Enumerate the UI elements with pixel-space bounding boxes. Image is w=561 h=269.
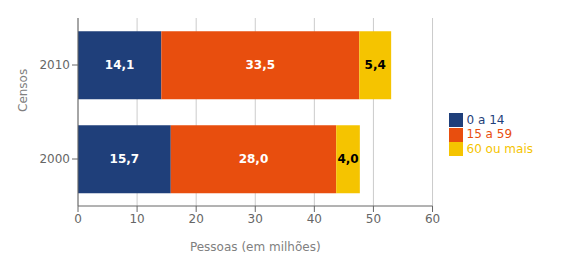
svg-text:30: 30	[248, 212, 263, 226]
html-text:60 ou mais: 60 ou mais	[466, 141, 533, 156]
html-text:0 a 14: 0 a 14	[466, 112, 505, 127]
svg-text:50: 50	[366, 212, 381, 226]
svg-text:Pessoas (em milhões): Pessoas (em milhões)	[190, 240, 321, 254]
svg-text:Censos: Censos	[16, 69, 30, 112]
svg-text:15,7: 15,7	[110, 152, 140, 166]
svg-text:33,5: 33,5	[245, 58, 275, 72]
svg-text:40: 40	[307, 212, 322, 226]
svg-text:4,0: 4,0	[337, 152, 358, 166]
svg-text:14,1: 14,1	[105, 58, 135, 72]
html-text:15 a 59: 15 a 59	[466, 127, 512, 142]
svg-text:2000: 2000	[39, 152, 70, 166]
svg-text:60: 60	[425, 212, 440, 226]
svg-text:10: 10	[129, 212, 144, 226]
svg-text:2010: 2010	[39, 58, 70, 72]
svg-text:5,4: 5,4	[365, 58, 386, 72]
svg-text:20: 20	[189, 212, 204, 226]
svg-text:0: 0	[74, 212, 82, 226]
svg-text:28,0: 28,0	[239, 152, 269, 166]
